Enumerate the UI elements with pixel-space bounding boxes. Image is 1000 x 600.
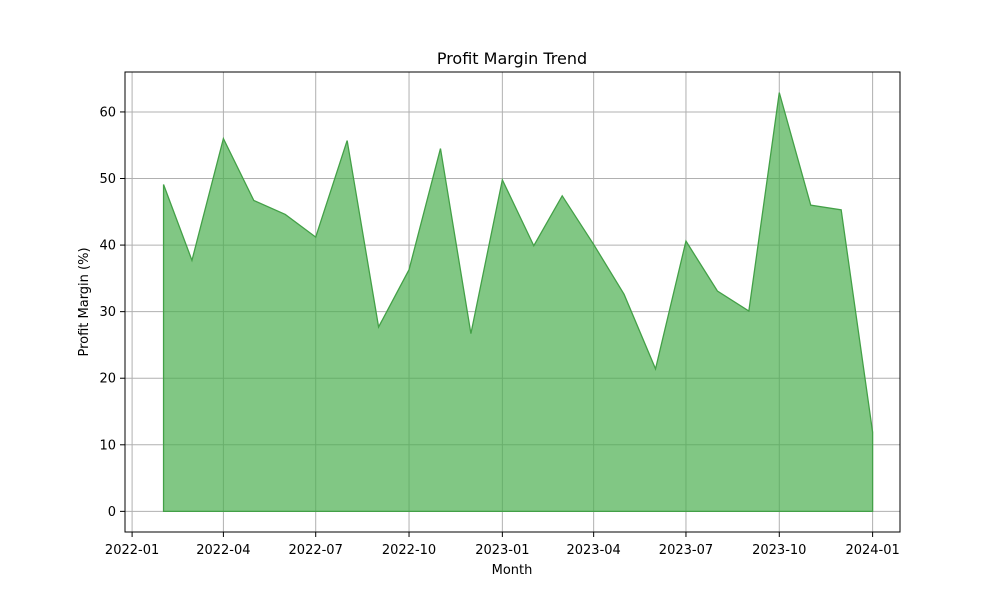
y-axis: 0 10 20 30 40 50 60	[99, 105, 125, 520]
x-tick-label: 2024-01	[845, 543, 899, 558]
plot-frame	[124, 71, 901, 533]
y-tick-label: 10	[99, 438, 116, 453]
x-tick-label: 2022-10	[382, 543, 436, 558]
x-axis: 2022-01 2022-04 2022-07 2022-10 2023-01 2023-…	[105, 532, 900, 558]
x-tick-label: 2023-04	[566, 543, 620, 558]
y-axis-label: Profit Margin (%)	[77, 247, 92, 356]
y-tick-label: 50	[99, 172, 116, 187]
x-axis-label: Month	[492, 563, 533, 578]
x-tick-label: 2023-01	[475, 543, 529, 558]
x-tick-label: 2023-07	[659, 543, 713, 558]
area-layer	[162, 92, 874, 513]
area-fill	[162, 92, 874, 513]
x-tick-label: 2022-04	[196, 543, 250, 558]
x-tick-label: 2022-07	[289, 543, 343, 558]
y-tick-label: 0	[108, 505, 116, 520]
x-tick-label: 2023-10	[752, 543, 806, 558]
y-tick-label: 40	[99, 239, 116, 254]
x-tick-label: 2022-01	[105, 543, 159, 558]
chart-title: Profit Margin Trend	[437, 49, 587, 68]
y-tick-label: 60	[99, 105, 116, 120]
y-tick-label: 30	[99, 305, 116, 320]
y-tick-label: 20	[99, 372, 116, 387]
